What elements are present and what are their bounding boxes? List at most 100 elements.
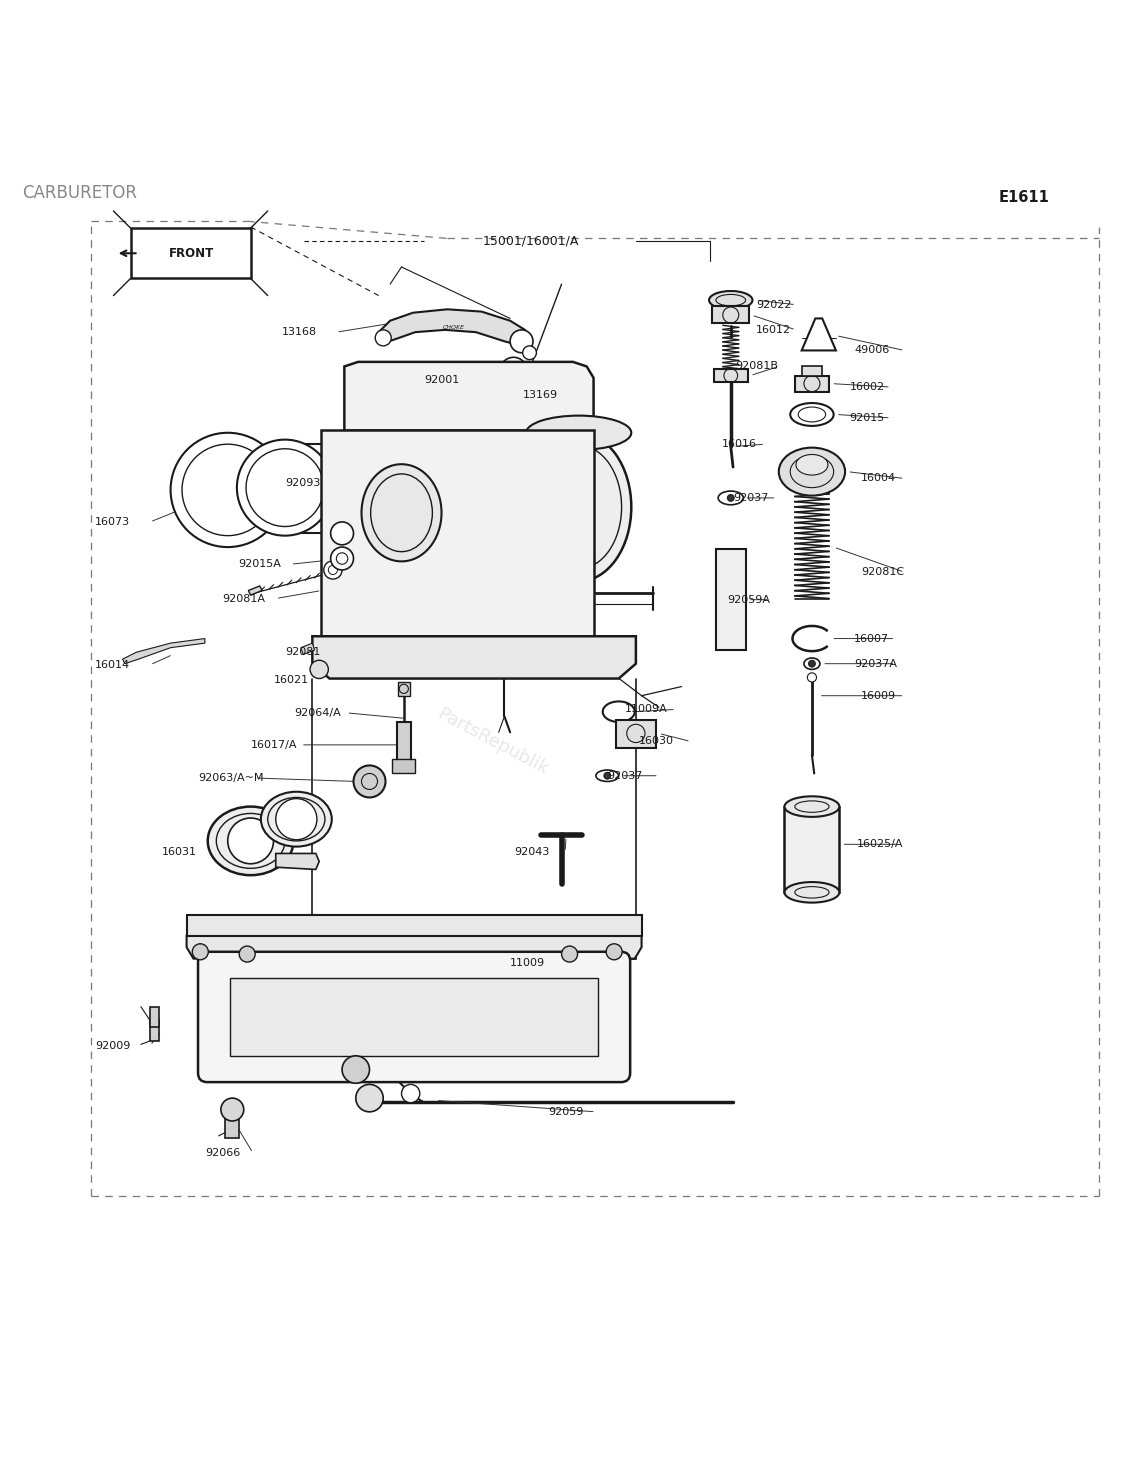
Circle shape xyxy=(331,548,353,569)
Polygon shape xyxy=(187,915,642,936)
Circle shape xyxy=(182,444,274,536)
Text: 16021: 16021 xyxy=(274,675,308,685)
Text: CARBURETOR: CARBURETOR xyxy=(22,184,138,201)
Polygon shape xyxy=(344,362,594,431)
Text: 11009A: 11009A xyxy=(625,704,667,714)
Circle shape xyxy=(237,439,333,536)
Ellipse shape xyxy=(207,806,293,875)
Ellipse shape xyxy=(709,291,753,310)
Circle shape xyxy=(401,1085,419,1102)
Polygon shape xyxy=(276,854,320,870)
Text: 92066: 92066 xyxy=(205,1148,241,1158)
Text: E1611: E1611 xyxy=(998,190,1049,206)
Text: 92081: 92081 xyxy=(285,647,320,657)
Circle shape xyxy=(375,330,391,346)
Circle shape xyxy=(228,818,274,864)
Bar xyxy=(713,305,749,323)
Polygon shape xyxy=(795,375,829,391)
Text: 92037A: 92037A xyxy=(854,658,897,669)
Text: 92063/A~M: 92063/A~M xyxy=(198,772,264,783)
Circle shape xyxy=(355,1085,383,1113)
Circle shape xyxy=(171,432,285,548)
Circle shape xyxy=(562,946,578,962)
Circle shape xyxy=(246,448,324,527)
Circle shape xyxy=(329,565,337,575)
Bar xyxy=(714,369,748,383)
Text: 92037: 92037 xyxy=(607,771,643,781)
Text: 16031: 16031 xyxy=(162,847,196,857)
Text: 13169: 13169 xyxy=(523,390,558,400)
Bar xyxy=(398,682,409,696)
Circle shape xyxy=(523,346,536,359)
Text: 92015A: 92015A xyxy=(238,559,281,569)
Polygon shape xyxy=(301,642,315,654)
Text: 16073: 16073 xyxy=(95,517,131,527)
Text: 92022: 92022 xyxy=(756,299,792,310)
FancyBboxPatch shape xyxy=(131,228,251,279)
Polygon shape xyxy=(313,637,636,679)
Text: 15001/16001/A: 15001/16001/A xyxy=(482,234,579,247)
Text: 92064/A: 92064/A xyxy=(295,708,340,718)
Circle shape xyxy=(193,943,209,959)
Text: FRONT: FRONT xyxy=(168,247,214,260)
Circle shape xyxy=(331,521,353,545)
Ellipse shape xyxy=(791,403,833,426)
Text: 49006: 49006 xyxy=(854,346,889,355)
Text: CHOKE: CHOKE xyxy=(444,326,465,330)
Text: 16016: 16016 xyxy=(722,439,756,450)
Circle shape xyxy=(276,799,317,839)
Text: 16030: 16030 xyxy=(639,736,674,746)
Bar xyxy=(392,759,415,774)
Ellipse shape xyxy=(526,432,631,581)
Text: 16025/A: 16025/A xyxy=(856,839,903,850)
Text: 16002: 16002 xyxy=(849,383,885,393)
Circle shape xyxy=(728,495,735,501)
Bar xyxy=(226,1110,240,1139)
Circle shape xyxy=(353,765,385,797)
Circle shape xyxy=(324,561,342,580)
Ellipse shape xyxy=(361,464,441,562)
Text: 16004: 16004 xyxy=(861,473,896,483)
Text: 16014: 16014 xyxy=(95,660,131,670)
Circle shape xyxy=(221,1098,244,1121)
Ellipse shape xyxy=(796,454,827,474)
Polygon shape xyxy=(378,310,529,346)
Circle shape xyxy=(606,943,622,959)
Text: 92081A: 92081A xyxy=(222,594,265,603)
Bar xyxy=(150,1006,159,1028)
Text: 16007: 16007 xyxy=(854,634,889,644)
Polygon shape xyxy=(249,585,262,596)
Circle shape xyxy=(240,946,256,962)
Text: 92043: 92043 xyxy=(515,847,550,857)
Circle shape xyxy=(808,673,816,682)
Circle shape xyxy=(809,660,815,667)
Text: 16012: 16012 xyxy=(756,326,791,334)
Text: 92001: 92001 xyxy=(424,375,460,385)
Bar xyxy=(617,720,657,749)
Text: 92037: 92037 xyxy=(733,493,769,502)
Text: 16017/A: 16017/A xyxy=(251,740,297,750)
Ellipse shape xyxy=(779,448,845,495)
Ellipse shape xyxy=(785,882,839,902)
Ellipse shape xyxy=(261,791,332,847)
Text: 92093: 92093 xyxy=(285,477,320,488)
Text: 92015: 92015 xyxy=(849,413,885,423)
Ellipse shape xyxy=(719,491,744,505)
Text: 92081B: 92081B xyxy=(736,362,778,371)
Circle shape xyxy=(604,772,611,780)
Polygon shape xyxy=(187,936,642,959)
Text: 92009: 92009 xyxy=(95,1041,131,1051)
Bar xyxy=(230,978,598,1056)
Text: 16009: 16009 xyxy=(861,691,896,701)
Polygon shape xyxy=(322,431,594,637)
Bar xyxy=(785,806,839,892)
Ellipse shape xyxy=(785,796,839,818)
Ellipse shape xyxy=(804,658,819,669)
Text: 13168: 13168 xyxy=(282,327,316,337)
Circle shape xyxy=(342,1056,369,1083)
FancyBboxPatch shape xyxy=(198,952,630,1082)
Ellipse shape xyxy=(526,416,631,450)
Text: 92081C: 92081C xyxy=(861,568,904,577)
Text: 92059: 92059 xyxy=(548,1107,583,1117)
Bar xyxy=(716,549,746,650)
